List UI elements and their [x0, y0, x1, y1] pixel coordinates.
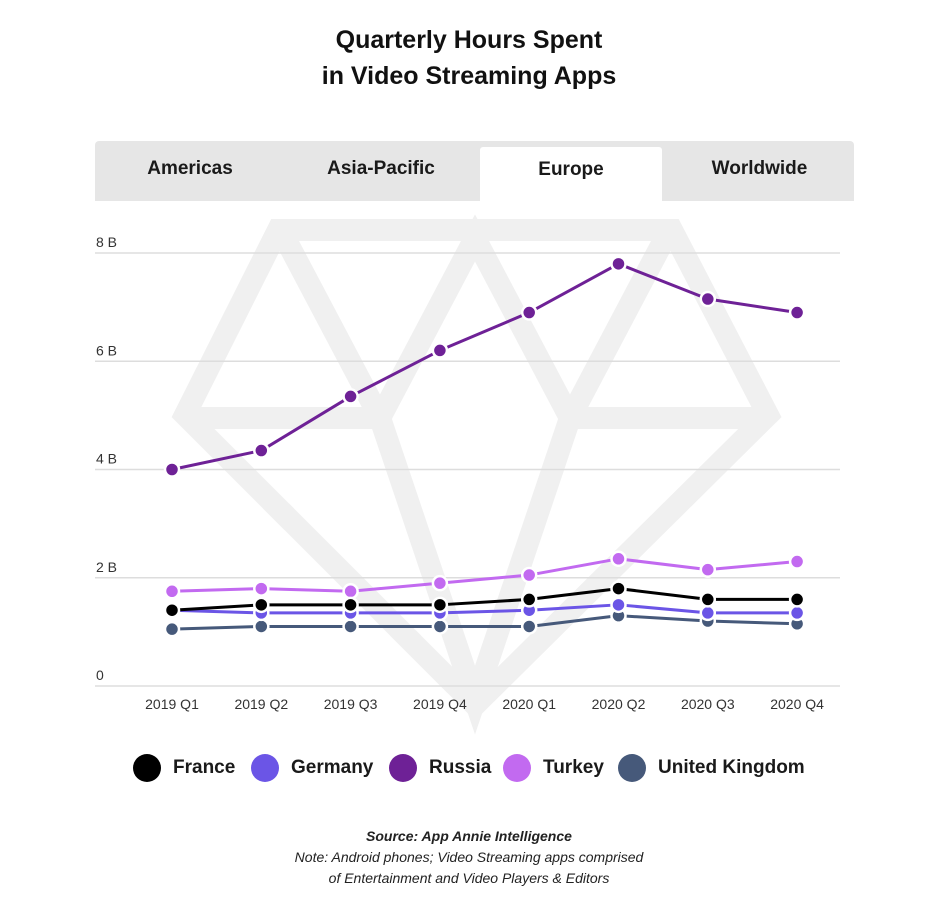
x-tick-label: 2019 Q1 — [145, 696, 199, 712]
point-russia[interactable] — [253, 442, 270, 459]
legend-swatch-united-kingdom — [618, 754, 646, 782]
point-turkey[interactable] — [253, 580, 270, 597]
x-tick-label: 2020 Q1 — [502, 696, 556, 712]
point-united-kingdom[interactable] — [253, 618, 270, 635]
y-axis-ticks: 0 2 B 4 B 6 B 8 B — [96, 234, 117, 683]
chart-footer: Source: App Annie Intelligence Note: And… — [0, 826, 938, 889]
chart-title: Quarterly Hours Spent in Video Streaming… — [0, 22, 938, 94]
legend-label-united-kingdom: United Kingdom — [658, 757, 805, 778]
point-france[interactable] — [163, 601, 181, 619]
point-turkey[interactable] — [788, 553, 806, 570]
x-tick-label: 2019 Q2 — [234, 696, 288, 712]
point-france[interactable] — [520, 591, 538, 608]
legend-label-turkey: Turkey — [543, 757, 604, 778]
y-tick-label: 2 B — [96, 559, 117, 575]
series-russia — [163, 255, 806, 478]
y-tick-label: 8 B — [96, 234, 117, 250]
y-tick-label: 0 — [96, 667, 104, 683]
tab-asia-pacific[interactable]: Asia-Pacific — [327, 158, 435, 179]
line-chart: 02 B4 B6 B8 B 2019 Q1 2019 Q2 2019 Q3 2019 … — [95, 214, 840, 735]
title-line-2: in Video Streaming Apps — [321, 62, 617, 90]
line-russia — [171, 262, 798, 471]
point-france[interactable] — [431, 596, 449, 614]
note-line-1: Note: Android phones; Video Streaming ap… — [294, 849, 644, 865]
x-tick-label: 2020 Q2 — [592, 696, 646, 712]
x-tick-label: 2020 Q4 — [770, 696, 824, 712]
point-germany[interactable] — [699, 604, 717, 622]
line-turkey — [171, 557, 798, 593]
tab-americas[interactable]: Americas — [147, 158, 233, 179]
point-france[interactable] — [253, 596, 270, 614]
point-turkey[interactable] — [431, 574, 449, 592]
region-tabs: Americas Asia-Pacific Europe Worldwide — [95, 141, 854, 201]
point-turkey[interactable] — [520, 566, 538, 584]
tab-europe[interactable]: Europe — [480, 147, 662, 201]
point-france[interactable] — [788, 591, 806, 608]
source-text: Source: App Annie Intelligence — [366, 828, 572, 844]
legend-label-russia: Russia — [429, 757, 492, 778]
title-line-1: Quarterly Hours Spent — [335, 26, 603, 54]
gridlines — [95, 252, 840, 687]
point-united-kingdom[interactable] — [163, 620, 181, 638]
point-france[interactable] — [699, 591, 717, 608]
x-tick-label: 2020 Q3 — [681, 696, 735, 712]
x-tick-label: 2019 Q4 — [413, 696, 467, 712]
point-russia[interactable] — [342, 388, 359, 405]
point-russia[interactable] — [163, 461, 181, 478]
legend-swatch-france — [133, 754, 161, 782]
legend-swatch-germany — [251, 754, 279, 782]
legend-swatch-turkey — [503, 754, 531, 782]
point-turkey[interactable] — [610, 550, 627, 568]
series-lines — [163, 255, 806, 638]
watermark-facets — [275, 214, 675, 442]
point-russia[interactable] — [699, 290, 717, 308]
point-turkey[interactable] — [699, 561, 717, 578]
y-tick-label: 6 B — [96, 342, 117, 358]
point-france[interactable] — [610, 580, 627, 597]
point-germany[interactable] — [610, 596, 627, 614]
x-tick-label: 2019 Q3 — [324, 696, 378, 712]
series-france — [163, 580, 806, 619]
tab-worldwide[interactable]: Worldwide — [711, 158, 808, 179]
point-russia[interactable] — [431, 342, 449, 359]
legend-swatch-russia — [389, 754, 417, 782]
point-russia[interactable] — [520, 304, 538, 321]
point-turkey[interactable] — [163, 583, 181, 600]
watermark-logo — [171, 214, 782, 735]
point-united-kingdom[interactable] — [520, 618, 538, 635]
legend-label-germany: Germany — [291, 757, 374, 778]
note-line-2: of Entertainment and Video Players & Edi… — [328, 870, 610, 886]
y-tick-label: 4 B — [96, 451, 117, 467]
line-united-kingdom — [171, 614, 798, 631]
point-russia[interactable] — [788, 304, 806, 321]
point-turkey[interactable] — [342, 583, 359, 600]
point-russia[interactable] — [610, 255, 627, 273]
watermark-outline — [171, 219, 782, 721]
line-germany — [171, 603, 798, 615]
point-france[interactable] — [342, 596, 359, 614]
legend-label-france: France — [173, 757, 236, 778]
point-germany[interactable] — [788, 604, 806, 622]
point-united-kingdom[interactable] — [342, 618, 359, 635]
watermark-inner — [195, 407, 758, 735]
x-axis-ticks: 2019 Q1 2019 Q2 2019 Q3 2019 Q4 2020 Q1 2020 … — [145, 696, 824, 712]
line-france — [171, 587, 798, 612]
point-united-kingdom[interactable] — [431, 618, 449, 635]
